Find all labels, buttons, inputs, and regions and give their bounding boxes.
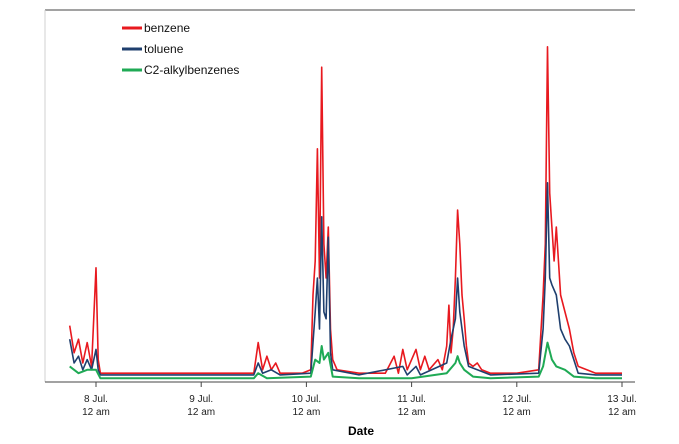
legend-label: C2-alkylbenzenes (144, 63, 239, 77)
series-line-toluene (68, 182, 622, 376)
x-tick-label: 8 Jul. (84, 394, 108, 405)
legend-label: benzene (144, 21, 190, 35)
x-tick-label: 12 am (293, 407, 321, 418)
x-axis-ticks: 8 Jul. 12 am 9 Jul. 12 am 10 Jul. 12 am 11 Jul… (82, 382, 637, 418)
x-tick-label: 12 am (398, 407, 426, 418)
series-line-benzene (68, 46, 622, 374)
legend: benzene toluene C2-alkylbenzenes (122, 21, 239, 77)
series-layer (68, 46, 622, 380)
x-tick-label: 10 Jul. (292, 394, 321, 405)
legend-label: toluene (144, 42, 184, 56)
x-tick-label: 12 Jul. (502, 394, 531, 405)
x-tick-label: 12 am (187, 407, 215, 418)
x-tick-label: 12 am (503, 407, 531, 418)
x-axis-title: Date (348, 424, 374, 438)
series-line-c2-alkylbenzenes (69, 341, 622, 380)
x-tick-label: 11 Jul. (397, 394, 426, 405)
x-tick-label: 9 Jul. (189, 394, 213, 405)
x-tick-label: 12 am (608, 407, 636, 418)
x-tick-label: 13 Jul. (607, 394, 636, 405)
x-tick-label: 12 am (82, 407, 110, 418)
